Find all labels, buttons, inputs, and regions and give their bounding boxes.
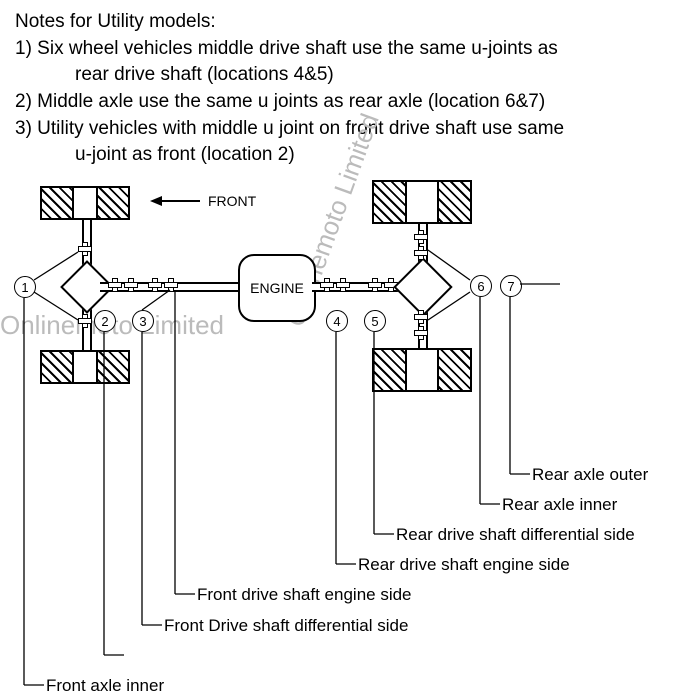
wheel-front-right — [40, 350, 130, 384]
ujoint-7 — [414, 326, 428, 340]
notes-title: Notes for Utility models: — [15, 10, 685, 35]
label-front-drive-eng: Front drive shaft engine side — [197, 585, 412, 605]
engine-label: ENGINE — [250, 280, 304, 296]
callout-5: 5 — [364, 310, 386, 332]
label-rear-axle-outer: Rear axle outer — [532, 465, 648, 485]
note-3a: 3) Utility vehicles with middle u joint … — [15, 117, 685, 142]
note-3b: u-joint as front (location 2) — [15, 143, 685, 168]
engine-block: ENGINE — [238, 254, 316, 322]
callout-3: 3 — [132, 310, 154, 332]
ujoint-4b — [336, 278, 350, 292]
wheel-rear-right — [372, 348, 472, 392]
callout-2: 2 — [94, 310, 116, 332]
front-text: FRONT — [208, 193, 256, 209]
note-1a: 1) Six wheel vehicles middle drive shaft… — [15, 37, 685, 62]
label-front-drive-diff: Front Drive shaft differential side — [164, 616, 408, 636]
ujoint-rear-up1 — [414, 230, 428, 244]
ujoint-4 — [320, 278, 334, 292]
drivetrain-diagram: Onlinemoto Limited Onlinemoto Limited EN… — [0, 180, 700, 700]
label-rear-drive-diff: Rear drive shaft differential side — [396, 525, 635, 545]
ujoint-3 — [148, 278, 162, 292]
note-1b: rear drive shaft (locations 4&5) — [15, 63, 685, 88]
diff-rear — [393, 257, 452, 316]
wheel-front-left — [40, 186, 130, 220]
ujoint-6 — [414, 310, 428, 324]
ujoint-2 — [108, 278, 122, 292]
callout-1: 1 — [14, 276, 36, 298]
label-rear-axle-inner: Rear axle inner — [502, 495, 617, 515]
ujoint-rear-up2 — [414, 246, 428, 260]
label-rear-drive-eng: Rear drive shaft engine side — [358, 555, 570, 575]
callout-4: 4 — [326, 310, 348, 332]
ujoint-front-axle-down — [78, 314, 92, 328]
ujoint-2b — [124, 278, 138, 292]
ujoint-5 — [368, 278, 382, 292]
wheel-rear-left — [372, 180, 472, 224]
note-2: 2) Middle axle use the same u joints as … — [15, 90, 685, 115]
label-front-axle-inner: Front axle inner — [46, 676, 164, 696]
notes-block: Notes for Utility models: 1) Six wheel v… — [0, 0, 700, 168]
callout-7: 7 — [500, 275, 522, 297]
ujoint-3b — [164, 278, 178, 292]
callout-6: 6 — [470, 275, 492, 297]
ujoint-front-axle-up — [78, 242, 92, 256]
